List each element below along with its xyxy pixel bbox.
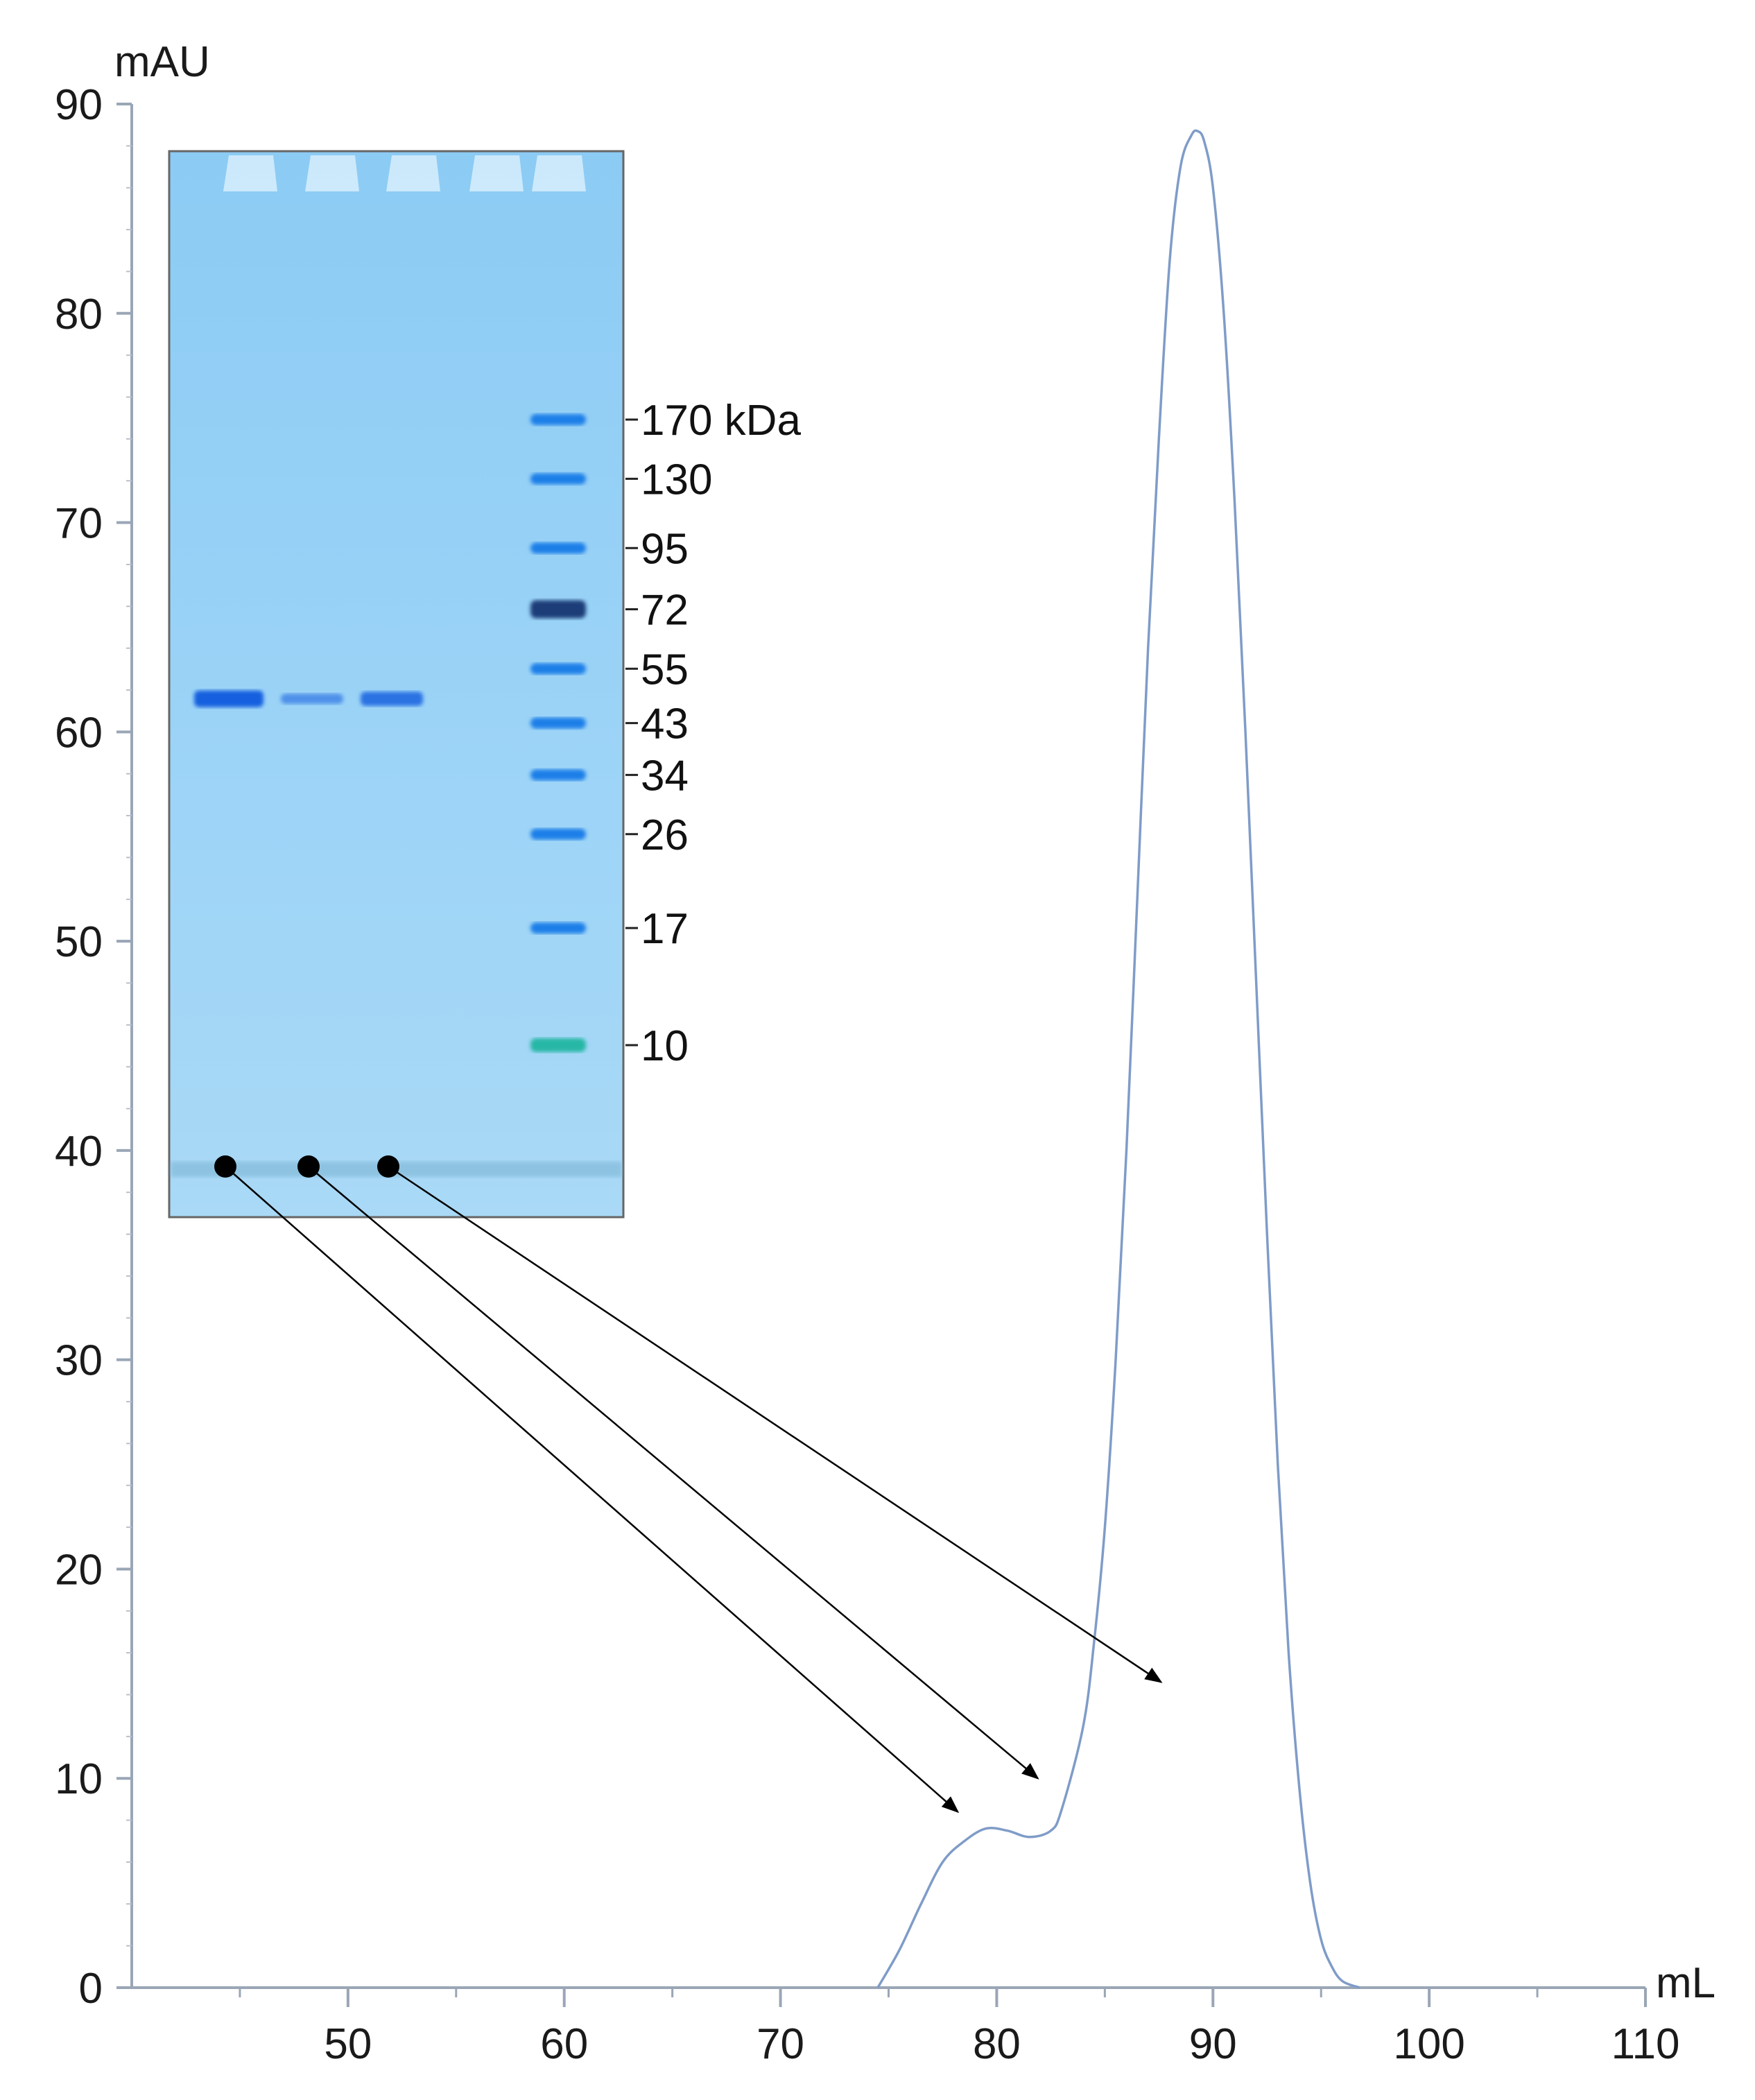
gel-well bbox=[469, 155, 524, 191]
fraction-arrow bbox=[308, 1166, 1039, 1780]
gel-wells bbox=[223, 155, 586, 191]
marker-label: 130 bbox=[641, 456, 712, 504]
y-tick-label: 90 bbox=[55, 81, 103, 129]
gel-well bbox=[305, 155, 359, 191]
y-tick-label: 40 bbox=[55, 1128, 103, 1176]
y-tick-label: 10 bbox=[55, 1755, 103, 1803]
y-tick-label: 20 bbox=[55, 1546, 103, 1594]
marker-label: 55 bbox=[641, 646, 689, 694]
y-tick-label: 70 bbox=[55, 500, 103, 548]
ladder-band bbox=[530, 1038, 586, 1052]
ladder-band bbox=[530, 663, 586, 675]
gel-background bbox=[168, 150, 625, 1219]
fraction-arrow bbox=[225, 1166, 960, 1814]
y-tick-label: 50 bbox=[55, 918, 103, 966]
y-tick-label: 80 bbox=[55, 291, 103, 338]
ladder-band bbox=[530, 828, 586, 840]
y-tick-label: 30 bbox=[55, 1337, 103, 1385]
y-axis-minor-ticks bbox=[126, 145, 132, 1947]
ladder-band bbox=[530, 473, 586, 485]
marker-label: 26 bbox=[641, 811, 689, 859]
x-axis-minor-ticks bbox=[239, 1988, 1539, 1997]
ladder-band bbox=[530, 414, 586, 425]
x-tick-label: 50 bbox=[324, 2020, 372, 2068]
gel-well bbox=[223, 155, 277, 191]
sample-band bbox=[194, 690, 263, 707]
marker-label: 95 bbox=[641, 525, 689, 573]
sample-band bbox=[361, 691, 423, 706]
x-tick-label: 110 bbox=[1611, 2020, 1680, 2068]
y-tick-label: 0 bbox=[79, 1965, 103, 2013]
ladder-band bbox=[530, 542, 586, 554]
x-tick-label: 70 bbox=[757, 2020, 804, 2068]
y-axis-label: mAU bbox=[114, 38, 210, 86]
gel-well bbox=[386, 155, 440, 191]
fraction-dot bbox=[297, 1155, 320, 1178]
ladder-lane bbox=[530, 414, 586, 1052]
marker-label: 17 bbox=[641, 905, 689, 953]
x-tick-label: 80 bbox=[973, 2020, 1021, 2068]
y-tick-label: 60 bbox=[55, 709, 103, 757]
ladder-band bbox=[530, 769, 586, 781]
axes: 0 10 20 30 40 50 60 70 80 90 50 60 70 80 90 100 110 mAU… bbox=[55, 38, 1715, 2068]
fraction-dot bbox=[377, 1155, 399, 1178]
sds-page-gel-inset bbox=[168, 150, 625, 1219]
x-axis-label: mL bbox=[1656, 1959, 1715, 2007]
ladder-band bbox=[530, 922, 586, 934]
x-tick-label: 60 bbox=[540, 2020, 588, 2068]
y-axis-ticks: 0 10 20 30 40 50 60 70 80 90 bbox=[55, 81, 132, 2013]
fraction-arrows bbox=[214, 1155, 1163, 1814]
marker-label: 170 kDa bbox=[641, 397, 801, 445]
x-tick-label: 90 bbox=[1189, 2020, 1237, 2068]
ladder-band bbox=[530, 600, 586, 619]
series-line bbox=[876, 129, 1360, 1989]
fraction-dot bbox=[214, 1155, 236, 1178]
x-axis-ticks: 50 60 70 80 90 100 110 bbox=[324, 1988, 1679, 2068]
x-tick-label: 100 bbox=[1393, 2020, 1464, 2068]
fraction-arrow bbox=[388, 1165, 1163, 1683]
gel-well bbox=[532, 155, 586, 191]
marker-label: 43 bbox=[641, 700, 689, 748]
marker-label: 10 bbox=[641, 1022, 689, 1070]
sample-band bbox=[281, 694, 343, 705]
marker-label: 34 bbox=[641, 752, 689, 800]
marker-label: 72 bbox=[641, 587, 689, 635]
ladder-band bbox=[530, 717, 586, 729]
sample-lanes bbox=[194, 690, 423, 707]
